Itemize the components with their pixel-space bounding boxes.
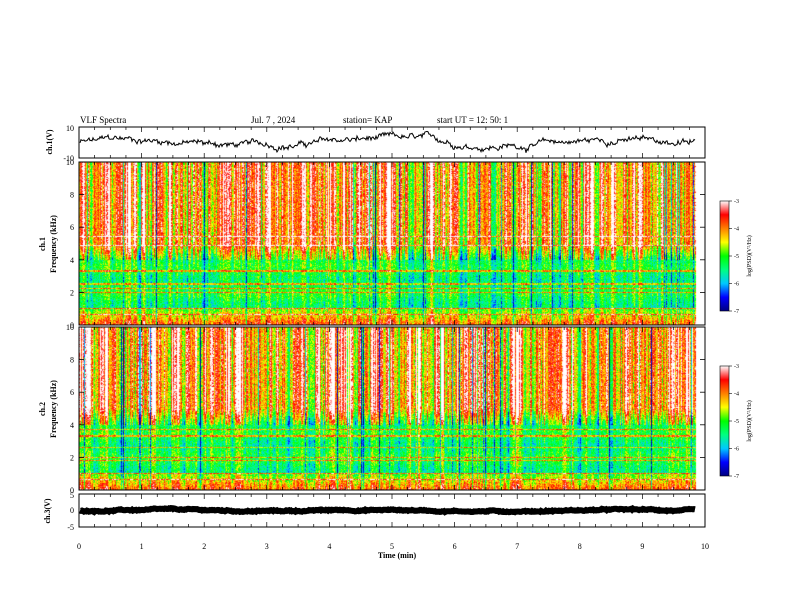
- ch3-waveform-panel: 5 0 -5 ch.3(V): [43, 491, 706, 532]
- ch2-colorbar-tick-label: -6: [734, 447, 739, 453]
- ch1-colorbar-tick-label: -3: [734, 199, 739, 205]
- date-label: Jul. 7 , 2024: [251, 115, 296, 125]
- ch1-ytick-label: 4: [70, 256, 74, 265]
- ch2-colorbar-gradient: [720, 366, 729, 476]
- ch1-colorbar-label: log(PSD)(V²/Hz): [746, 235, 753, 276]
- time-axis-tick-label: 2: [202, 542, 206, 551]
- ch3-waveform-line: [79, 504, 696, 516]
- time-axis: 0 1 2 3 4 5 6 7 8 9 10: [77, 127, 709, 551]
- ch2-spectrogram-image: [79, 327, 705, 490]
- time-axis-tick-label: 0: [77, 542, 81, 551]
- ch1-ytick-label: 10: [66, 158, 74, 167]
- ch1-ytick-label: 8: [70, 191, 74, 200]
- figure-title: VLF Spectra: [80, 115, 126, 125]
- ch2-ytick-label: 4: [70, 421, 74, 430]
- ch2-frequency-ylabel: Frequency (kHz): [49, 380, 58, 438]
- ch3-waveform-ylabel: ch.3(V): [43, 498, 52, 523]
- ch2-colorbar-tick-label: -3: [734, 364, 739, 370]
- ch1-colorbar: -3 -4 -5 -6 -7 log(PSD)(V²/Hz): [719, 199, 753, 315]
- time-axis-tick-label: 4: [327, 542, 331, 551]
- ch2-ytick-label: 10: [66, 323, 74, 332]
- ch2-spectrogram-panel: 0 2 4 6 8 10 ch.2 Frequency (kHz): [38, 323, 706, 495]
- ch1-channel-label: ch.1: [38, 237, 47, 251]
- ch1-colorbar-gradient: [720, 201, 729, 311]
- ch1-spectrogram-panel: 0 2 4 6 8 10 ch.1 Frequency (kHz): [38, 158, 706, 330]
- time-axis-tick-label: 1: [140, 542, 144, 551]
- time-axis-tick-label: 5: [390, 542, 394, 551]
- ch1-ytick-label: 6: [70, 223, 74, 232]
- ch1-spectrogram-image: [79, 162, 705, 325]
- ch2-ytick-label: 8: [70, 356, 74, 365]
- ch2-ytick-label: 0: [70, 486, 74, 495]
- ch2-colorbar-label: log(PSD)(V²/Hz): [746, 400, 753, 441]
- ch2-channel-label: ch.2: [38, 402, 47, 416]
- ch1-ytick-top: 10: [66, 124, 74, 133]
- time-axis-tick-label: 10: [701, 542, 709, 551]
- time-axis-tick-label: 7: [515, 542, 519, 551]
- ch1-waveform-ylabel: ch.1(V): [45, 129, 54, 154]
- ch1-waveform-line: [79, 130, 696, 154]
- station-label: station= KAP: [343, 115, 392, 125]
- ch2-ytick-label: 6: [70, 388, 74, 397]
- ch1-waveform-panel: 10 -10 ch.1(V): [45, 124, 706, 163]
- ch2-colorbar-tick-label: -7: [734, 474, 739, 480]
- ch2-colorbar-tick-label: -4: [734, 392, 739, 398]
- time-axis-label: Time (min): [378, 551, 417, 560]
- ch1-colorbar-tick-label: -4: [734, 227, 739, 233]
- ch3-ytick-top: 5: [70, 491, 74, 500]
- ch2-ytick-label: 2: [70, 453, 74, 462]
- ch1-colorbar-tick-label: -5: [734, 254, 739, 260]
- time-axis-tick-label: 3: [265, 542, 269, 551]
- ch1-ytick-bottom: -10: [63, 154, 74, 163]
- ch1-colorbar-tick-label: -7: [734, 309, 739, 315]
- ch2-colorbar-tick-label: -5: [734, 419, 739, 425]
- ch2-colorbar: -3 -4 -5 -6 -7 log(PSD)(V²/Hz): [719, 364, 753, 480]
- start-time-label: start UT = 12: 50: 1: [437, 115, 508, 125]
- time-axis-tick-label: 8: [578, 542, 582, 551]
- ch3-ytick-bottom: -5: [67, 523, 74, 532]
- time-axis-tick-label: 9: [640, 542, 644, 551]
- time-axis-tick-label: 6: [453, 542, 457, 551]
- ch1-frequency-ylabel: Frequency (kHz): [49, 215, 58, 273]
- ch1-ytick-label: 2: [70, 288, 74, 297]
- ch1-ytick-label: 0: [70, 321, 74, 330]
- ch1-colorbar-tick-label: -6: [734, 282, 739, 288]
- ch3-ytick-middle: 0: [70, 506, 74, 515]
